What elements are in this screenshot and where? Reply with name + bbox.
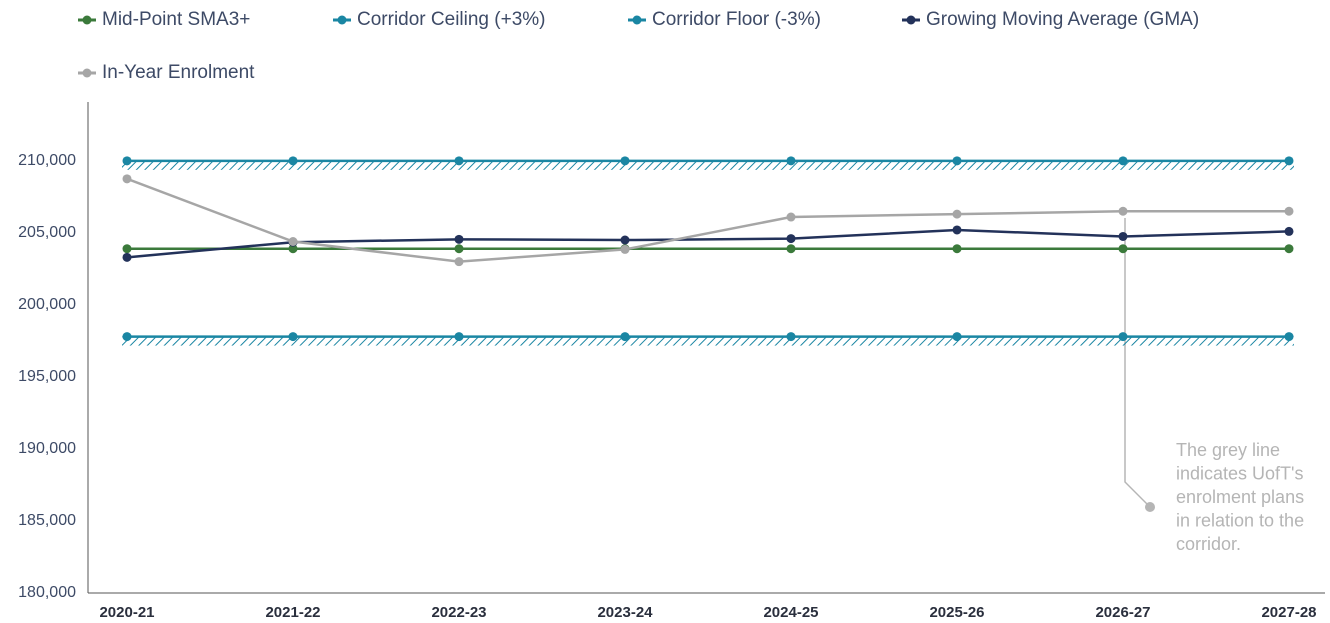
data-point [288, 156, 298, 166]
x-tick-label: 2027-28 [1261, 604, 1316, 621]
annotation: indicates UofT's [1176, 463, 1304, 483]
data-point [122, 244, 132, 254]
legend-item: In-Year Enrolment [78, 62, 255, 83]
data-point [786, 234, 796, 244]
data-point [122, 156, 132, 166]
annotation: corridor. [1176, 534, 1241, 554]
data-point [288, 244, 298, 254]
data-point [620, 235, 630, 245]
legend-item: Corridor Floor (-3%) [628, 9, 821, 30]
data-point [786, 156, 796, 166]
legend-label: Mid-Point SMA3+ [102, 9, 250, 30]
x-tick-label: 2025-26 [929, 604, 984, 621]
legend-label: Corridor Ceiling (+3%) [357, 9, 545, 30]
data-point [952, 209, 962, 219]
data-point [1118, 332, 1128, 342]
legend-item: Growing Moving Average (GMA) [902, 9, 1199, 30]
data-point [122, 252, 132, 262]
x-tick-label: 2021-22 [265, 604, 320, 621]
data-point [786, 244, 796, 254]
data-point [1118, 206, 1128, 216]
hatch-band [122, 336, 1294, 346]
data-point [454, 234, 464, 244]
data-point [1118, 231, 1128, 241]
data-point [952, 156, 962, 166]
annotation: enrolment plans [1176, 487, 1304, 507]
legend-label: Growing Moving Average (GMA) [926, 9, 1199, 30]
data-point [620, 332, 630, 342]
y-tick-label: 180,000 [18, 584, 76, 601]
data-point [620, 156, 630, 166]
annotation-connector [1124, 218, 1151, 508]
legend-item: Corridor Ceiling (+3%) [333, 9, 545, 30]
x-tick-label: 2023-24 [597, 604, 653, 621]
data-point [952, 332, 962, 342]
data-point [454, 156, 464, 166]
legend-item: Mid-Point SMA3+ [78, 9, 250, 30]
data-point [786, 212, 796, 222]
data-point [454, 257, 464, 267]
legend-label: Corridor Floor (-3%) [652, 9, 821, 30]
data-point [952, 244, 962, 254]
data-point [1118, 156, 1128, 166]
data-point [288, 332, 298, 342]
data-point [1284, 206, 1294, 216]
legend-label: In-Year Enrolment [102, 62, 255, 83]
series-line [126, 177, 1289, 263]
data-point [620, 244, 630, 254]
x-tick-label: 2024-25 [763, 604, 818, 621]
legend-marker [906, 15, 916, 25]
data-point [1284, 244, 1294, 254]
annotation: in relation to the [1176, 510, 1304, 530]
legend-marker [82, 15, 92, 25]
legend-marker [337, 15, 347, 25]
series-line [126, 228, 1290, 259]
data-point [454, 332, 464, 342]
y-tick-label: 185,000 [18, 512, 76, 529]
annotation-dot [1145, 502, 1155, 512]
hatch-band [122, 160, 1294, 170]
y-tick-label: 190,000 [18, 440, 76, 457]
data-point [122, 174, 132, 184]
y-tick-label: 210,000 [18, 152, 76, 169]
legend-marker [632, 15, 642, 25]
data-point [122, 332, 132, 342]
data-point [1118, 244, 1128, 254]
y-tick-label: 205,000 [18, 224, 76, 241]
data-point [786, 332, 796, 342]
data-point [288, 236, 298, 246]
data-point [1284, 226, 1294, 236]
annotation: The grey line [1176, 440, 1280, 460]
data-point [454, 244, 464, 254]
x-tick-label: 2026-27 [1095, 604, 1150, 621]
data-point [952, 225, 962, 235]
legend-marker [82, 68, 92, 78]
y-tick-label: 195,000 [18, 368, 76, 385]
data-point [1284, 156, 1294, 166]
data-point [1284, 332, 1294, 342]
y-tick-label: 200,000 [18, 296, 76, 313]
x-tick-label: 2022-23 [431, 604, 486, 621]
x-tick-label: 2020-21 [99, 604, 154, 621]
